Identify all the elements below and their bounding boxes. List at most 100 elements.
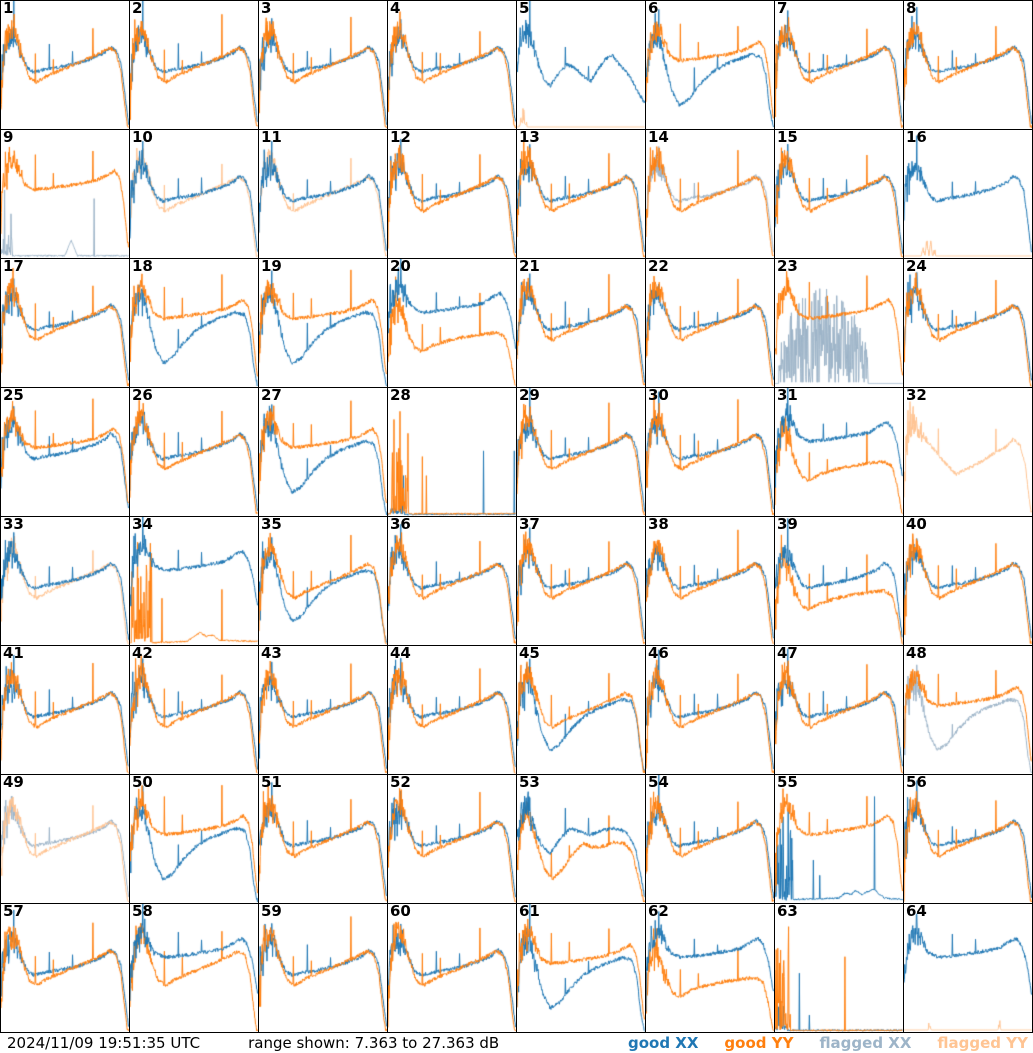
spectrum-panel-36: 36 <box>388 517 517 646</box>
spectrum-panel-15: 15 <box>775 130 904 259</box>
spectrum-canvas <box>1 775 129 903</box>
panel-number: 15 <box>777 130 798 146</box>
spectrum-canvas <box>388 130 516 258</box>
panel-number: 50 <box>132 775 153 791</box>
spectrum-canvas <box>775 388 903 516</box>
spectrum-panel-9: 9 <box>1 130 130 259</box>
spectrum-panel-39: 39 <box>775 517 904 646</box>
spectrum-panel-42: 42 <box>130 646 259 775</box>
spectrum-panel-16: 16 <box>904 130 1033 259</box>
spectrum-canvas <box>904 130 1032 258</box>
spectrum-panel-60: 60 <box>388 904 517 1033</box>
spectrum-panel-56: 56 <box>904 775 1033 904</box>
spectrum-panel-29: 29 <box>517 388 646 517</box>
spectrum-canvas <box>517 517 645 645</box>
spectrum-panel-28: 28 <box>388 388 517 517</box>
panel-number: 63 <box>777 904 798 920</box>
spectrum-canvas <box>259 775 387 903</box>
spectrum-panel-64: 64 <box>904 904 1033 1033</box>
panel-number: 22 <box>648 259 669 275</box>
spectrum-canvas <box>517 775 645 903</box>
spectrum-panel-50: 50 <box>130 775 259 904</box>
panel-number: 61 <box>519 904 540 920</box>
panel-number: 11 <box>261 130 282 146</box>
spectrum-canvas <box>904 388 1032 516</box>
spectrum-panel-1: 1 <box>1 1 130 130</box>
panel-number: 45 <box>519 646 540 662</box>
spectrum-panel-31: 31 <box>775 388 904 517</box>
spectrum-canvas <box>646 775 774 903</box>
spectrum-panel-22: 22 <box>646 259 775 388</box>
spectrum-canvas <box>1 259 129 387</box>
spectrum-canvas <box>388 517 516 645</box>
spectrum-canvas <box>388 904 516 1032</box>
panel-number: 64 <box>906 904 927 920</box>
panel-number: 48 <box>906 646 927 662</box>
spectrum-canvas <box>517 259 645 387</box>
panel-number: 53 <box>519 775 540 791</box>
spectrum-panel-47: 47 <box>775 646 904 775</box>
panel-number: 40 <box>906 517 927 533</box>
spectrum-canvas <box>904 775 1032 903</box>
panel-number: 10 <box>132 130 153 146</box>
spectrum-canvas <box>259 646 387 774</box>
panel-number: 20 <box>390 259 411 275</box>
panel-number: 46 <box>648 646 669 662</box>
spectrum-panel-23: 23 <box>775 259 904 388</box>
spectrum-canvas <box>388 775 516 903</box>
spectrum-canvas <box>904 646 1032 774</box>
spectrum-canvas <box>1 646 129 774</box>
spectrum-canvas <box>775 130 903 258</box>
spectrum-panel-57: 57 <box>1 904 130 1033</box>
spectrum-panel-30: 30 <box>646 388 775 517</box>
panel-number: 9 <box>3 130 14 146</box>
spectrum-canvas <box>775 259 903 387</box>
panel-number: 58 <box>132 904 153 920</box>
legend-flagged-xx: flagged XX <box>819 1034 912 1052</box>
panel-number: 38 <box>648 517 669 533</box>
spectrum-panel-21: 21 <box>517 259 646 388</box>
spectrum-panel-27: 27 <box>259 388 388 517</box>
panel-number: 1 <box>3 1 14 17</box>
spectrum-canvas <box>904 904 1032 1032</box>
panel-number: 17 <box>3 259 24 275</box>
spectrum-canvas <box>1 904 129 1032</box>
spectrum-canvas <box>517 1 645 129</box>
spectrum-canvas <box>646 646 774 774</box>
legend-flagged-yy: flagged YY <box>937 1034 1028 1052</box>
spectrum-canvas <box>259 517 387 645</box>
spectrum-panel-53: 53 <box>517 775 646 904</box>
spectrum-canvas <box>259 130 387 258</box>
panel-number: 4 <box>390 1 401 17</box>
spectrum-panel-41: 41 <box>1 646 130 775</box>
panel-number: 8 <box>906 1 917 17</box>
spectrum-canvas <box>646 388 774 516</box>
panel-number: 5 <box>519 1 530 17</box>
spectrum-panel-35: 35 <box>259 517 388 646</box>
panel-number: 36 <box>390 517 411 533</box>
panel-number: 29 <box>519 388 540 404</box>
panel-number: 24 <box>906 259 927 275</box>
panel-number: 2 <box>132 1 143 17</box>
spectrum-canvas <box>388 388 516 516</box>
panel-number: 52 <box>390 775 411 791</box>
spectrum-panel-63: 63 <box>775 904 904 1033</box>
spectrum-canvas <box>646 1 774 129</box>
spectrum-panel-59: 59 <box>259 904 388 1033</box>
spectrum-panel-12: 12 <box>388 130 517 259</box>
spectrum-panel-14: 14 <box>646 130 775 259</box>
panel-number: 47 <box>777 646 798 662</box>
spectrum-panel-26: 26 <box>130 388 259 517</box>
panel-number: 39 <box>777 517 798 533</box>
spectrum-canvas <box>259 904 387 1032</box>
spectrum-canvas <box>130 388 258 516</box>
spectrum-canvas <box>517 904 645 1032</box>
panel-number: 25 <box>3 388 24 404</box>
spectrum-canvas <box>130 130 258 258</box>
spectrum-canvas <box>388 259 516 387</box>
panel-number: 59 <box>261 904 282 920</box>
panel-number: 16 <box>906 130 927 146</box>
panel-number: 57 <box>3 904 24 920</box>
spectrum-panel-46: 46 <box>646 646 775 775</box>
